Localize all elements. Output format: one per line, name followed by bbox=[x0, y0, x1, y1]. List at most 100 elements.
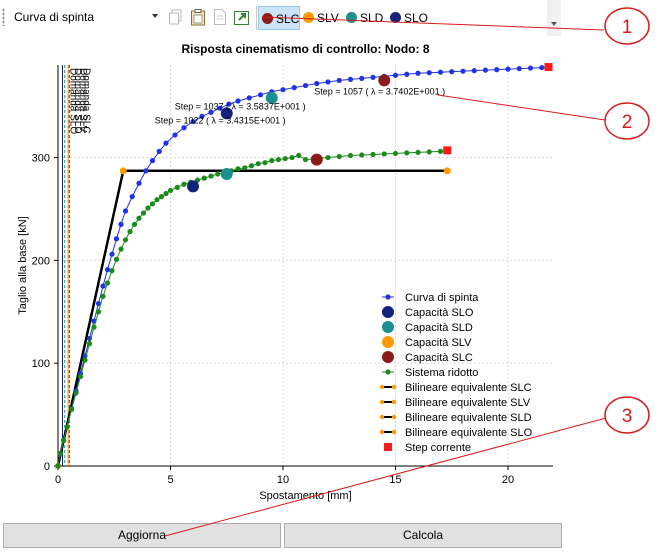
demand-label: Domanda SLD bbox=[72, 68, 83, 134]
series-point bbox=[291, 85, 297, 91]
document-icon[interactable] bbox=[211, 8, 229, 26]
series-point bbox=[156, 148, 162, 154]
series-point bbox=[57, 451, 63, 457]
y-tick-label: 0 bbox=[44, 461, 50, 473]
toolbar-grip[interactable] bbox=[2, 8, 5, 26]
legend-swatch bbox=[379, 414, 385, 420]
series-point bbox=[302, 82, 309, 89]
series-point bbox=[129, 194, 135, 200]
x-tick-label: 20 bbox=[502, 474, 514, 486]
step-annotation: Step = 1057 ( λ = 3.7402E+001 ) bbox=[314, 86, 445, 96]
update-button[interactable]: Aggiorna bbox=[3, 523, 281, 548]
series-point bbox=[215, 171, 221, 177]
step-current-marker bbox=[443, 146, 452, 155]
series-point bbox=[163, 140, 169, 146]
y-axis-label: Taglio alla base [kN] bbox=[17, 216, 29, 314]
chart-title: Risposta cinematismo di controllo: Nodo:… bbox=[181, 42, 429, 56]
copy-icon[interactable] bbox=[167, 8, 185, 26]
series-point bbox=[167, 187, 174, 194]
toolbar-overflow[interactable] bbox=[547, 0, 561, 36]
demand-label: Domanda SLV bbox=[77, 68, 88, 133]
x-axis-label: Spostamento [mm] bbox=[259, 490, 351, 502]
series-point bbox=[149, 158, 156, 164]
series-point bbox=[113, 236, 120, 242]
legend-label: Capacità SLC bbox=[405, 352, 473, 364]
series-point bbox=[104, 280, 111, 286]
export-icon[interactable] bbox=[233, 8, 251, 26]
series-point bbox=[140, 210, 147, 216]
series-point bbox=[64, 424, 70, 430]
series-point bbox=[381, 151, 387, 157]
series-point bbox=[426, 70, 432, 76]
capacity-point bbox=[119, 167, 127, 175]
series-point bbox=[73, 390, 79, 396]
series-point bbox=[296, 152, 302, 159]
series-point bbox=[100, 283, 106, 289]
series-point bbox=[95, 300, 102, 307]
series-point bbox=[275, 156, 282, 163]
callout-number-2: 2 bbox=[622, 112, 633, 133]
legend-label: Curva di spinta bbox=[405, 292, 479, 304]
y-tick-label: 200 bbox=[32, 255, 50, 267]
legend-label: Capacità SLV bbox=[405, 337, 472, 349]
toolbar-legend-slc[interactable]: SLC bbox=[258, 6, 300, 30]
legend-label: Capacità SLD bbox=[405, 322, 473, 334]
series-point bbox=[370, 74, 376, 80]
series-point bbox=[282, 155, 288, 162]
series-point bbox=[336, 77, 342, 84]
series-point bbox=[61, 437, 67, 443]
series-point bbox=[516, 65, 522, 72]
legend-label: Bilineare equivalente SLO bbox=[405, 427, 533, 439]
series-point bbox=[242, 165, 248, 171]
series-point bbox=[118, 221, 124, 227]
legend-swatch bbox=[379, 384, 385, 390]
capacity-point bbox=[187, 180, 199, 193]
toolbar-legend-slv[interactable]: SLV bbox=[301, 6, 339, 30]
series-point bbox=[404, 150, 410, 156]
series-point bbox=[370, 151, 376, 158]
step-current-marker bbox=[544, 63, 553, 72]
circle-icon bbox=[346, 12, 357, 23]
series-point bbox=[280, 87, 286, 93]
series-point bbox=[172, 132, 178, 138]
toolbar-legend-sld[interactable]: SLD bbox=[344, 6, 383, 30]
legend-swatch bbox=[384, 443, 392, 451]
series-point bbox=[104, 267, 111, 273]
series-point bbox=[208, 173, 214, 179]
series-point bbox=[217, 105, 223, 111]
clipboard-icon[interactable] bbox=[189, 8, 207, 26]
series-point bbox=[359, 75, 365, 81]
legend-swatch bbox=[391, 384, 397, 390]
bilinear-line bbox=[56, 169, 448, 467]
series-point bbox=[136, 180, 142, 186]
series-point bbox=[163, 190, 169, 197]
x-tick-label: 10 bbox=[277, 474, 289, 486]
demand-label: Domanda SLC bbox=[80, 68, 91, 134]
series-point bbox=[201, 175, 207, 181]
compute-button[interactable]: Calcola bbox=[284, 523, 562, 548]
series-point bbox=[437, 69, 444, 75]
series-point bbox=[145, 205, 151, 211]
series-point bbox=[415, 70, 421, 76]
capacity-point bbox=[220, 107, 233, 120]
series-point bbox=[392, 72, 399, 78]
step-annotation: Step = 1037 ( λ = 3.5837E+001 ) bbox=[175, 101, 306, 111]
series-point bbox=[181, 181, 187, 187]
legend-swatch bbox=[379, 429, 385, 435]
y-tick-label: 100 bbox=[32, 358, 50, 370]
series-point bbox=[235, 98, 241, 104]
series-point bbox=[131, 221, 138, 227]
circle-icon bbox=[262, 13, 273, 24]
series-point bbox=[255, 161, 261, 167]
view-select[interactable]: Curva di spinta bbox=[8, 6, 160, 28]
capacity-point bbox=[378, 74, 391, 87]
series-point bbox=[347, 152, 354, 159]
capacity-point bbox=[443, 167, 451, 175]
series-point bbox=[336, 153, 342, 160]
series-point bbox=[208, 109, 214, 115]
legend-swatch bbox=[385, 369, 391, 375]
toolbar-legend-label: SLO bbox=[404, 11, 429, 25]
toolbar-legend-slo[interactable]: SLO bbox=[388, 6, 428, 30]
series-point bbox=[539, 64, 545, 71]
series-point bbox=[118, 246, 124, 252]
